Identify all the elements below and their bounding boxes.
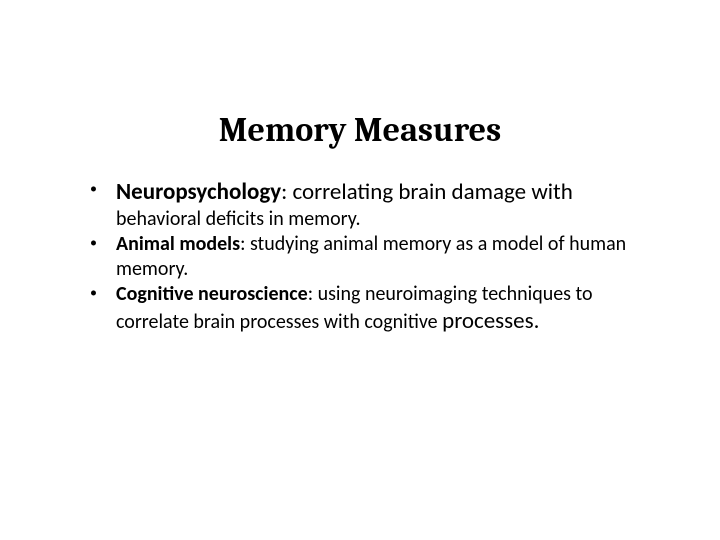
bullet-dot-icon: • — [90, 286, 97, 300]
bullet-lead: Cognitive neuroscience — [116, 282, 308, 306]
bullet-item-cognitive-neuroscience: • Cognitive neuroscience: using neuroima… — [90, 282, 650, 336]
bullet-lead: Neuropsychology — [116, 178, 281, 206]
bullet-lead-suffix: : correlating brain damage with — [281, 178, 573, 206]
bullet-lead: Animal models — [116, 232, 240, 256]
bullet-tail: processes. — [442, 307, 539, 335]
slide-title: Memory Measures — [40, 110, 680, 150]
bullet-item-animal-models: • Animal models: studying animal memory … — [90, 232, 650, 282]
bullet-dot-icon: • — [90, 236, 97, 250]
bullet-body: behavioral deficits in memory. — [116, 207, 361, 231]
bullet-dot-icon: • — [90, 182, 97, 196]
slide-container: Memory Measures • Neuropsychology: corre… — [0, 0, 720, 540]
bullet-list: • Neuropsychology: correlating brain dam… — [40, 178, 680, 336]
bullet-item-neuropsychology: • Neuropsychology: correlating brain dam… — [90, 178, 650, 232]
